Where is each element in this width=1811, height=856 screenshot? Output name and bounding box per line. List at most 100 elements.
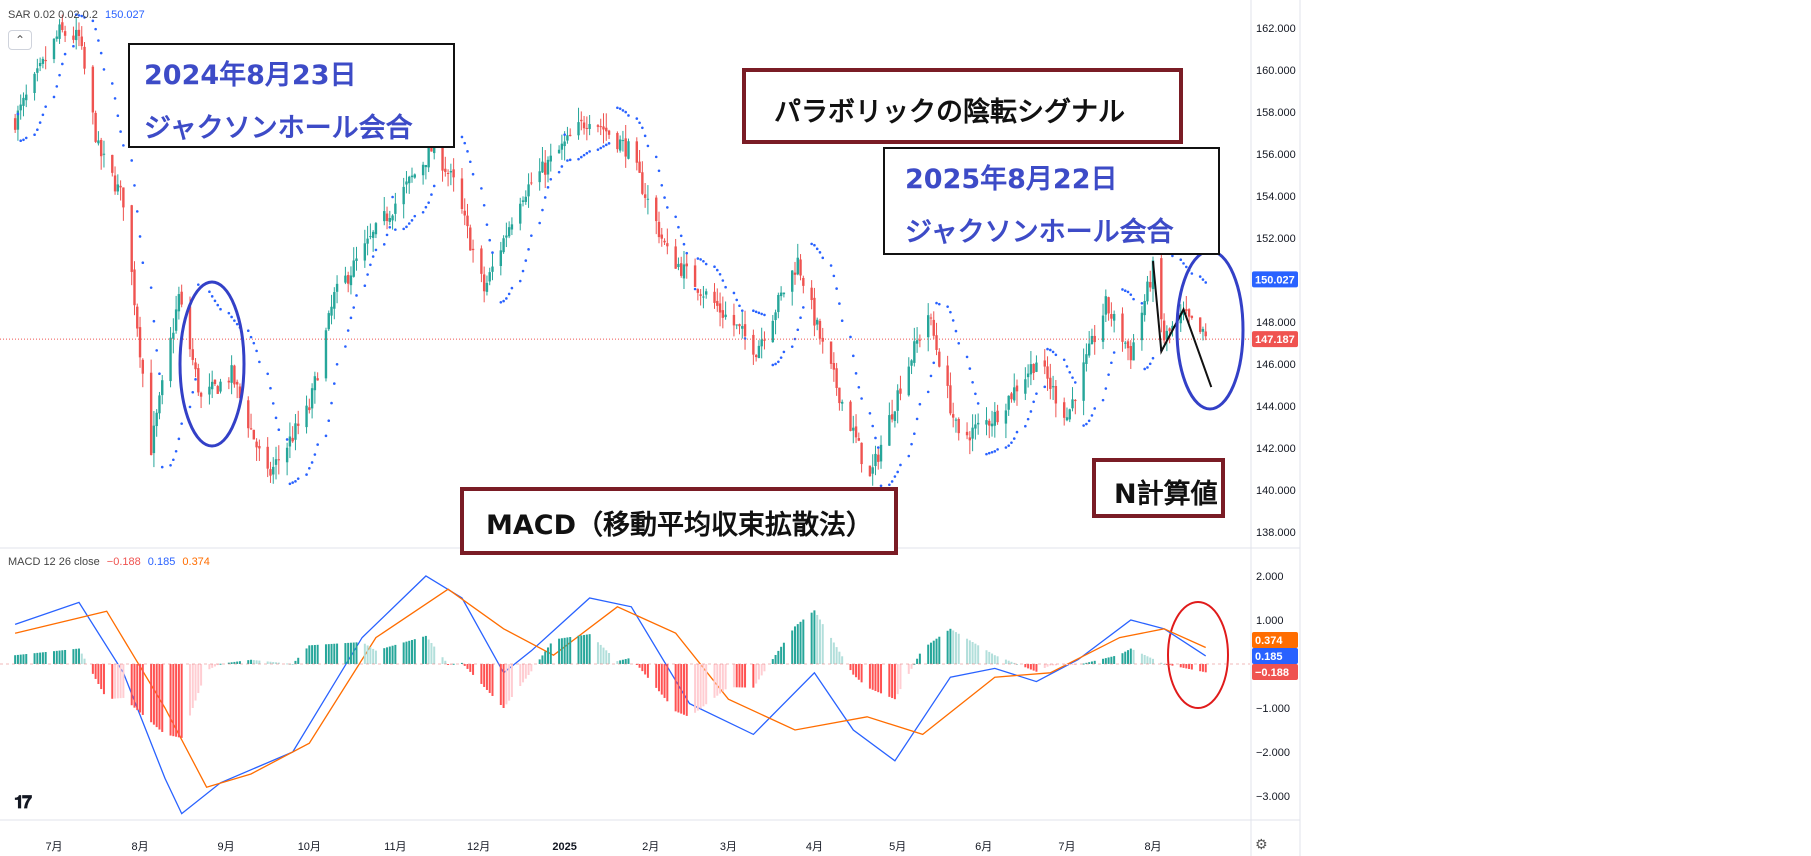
macd-hist-bar [1088, 662, 1091, 664]
macd-axis-tick: −2.000 [1256, 747, 1290, 759]
macd-hist-bar [386, 647, 389, 664]
candle-body [760, 339, 763, 347]
candle-body [288, 436, 292, 447]
candle-body [510, 224, 514, 230]
sar-dot [1054, 353, 1058, 357]
sar-dot [899, 463, 902, 467]
tradingview-logo-icon[interactable]: 𝟏𝟕 [14, 792, 32, 812]
candle-body [427, 146, 430, 168]
sar-dot [779, 356, 783, 359]
macd-hist-bar [413, 639, 416, 664]
macd-hist-bar [524, 664, 527, 679]
sar-dot [430, 193, 433, 196]
sar-dot [585, 151, 589, 155]
candle-body [61, 22, 64, 30]
macd-hist-bar [411, 639, 414, 664]
sar-dot [246, 329, 250, 332]
sar-dot [1029, 410, 1033, 413]
sar-dot [405, 225, 408, 229]
macd-hist-bar [954, 632, 957, 664]
sar-dot [976, 402, 980, 405]
candle-body [810, 287, 813, 301]
sar-dot [935, 301, 938, 305]
macd-hist-bar [1185, 664, 1188, 669]
sar-dot [1182, 262, 1185, 265]
candle-body [774, 312, 777, 321]
sar-dot [252, 341, 256, 345]
sar-dot [424, 205, 428, 209]
macd-hist-bar [744, 664, 747, 688]
sar-dot [913, 432, 916, 436]
sar-dot [1073, 381, 1077, 384]
candle-body [996, 410, 999, 423]
sar-dot [1132, 297, 1135, 301]
sar-dot [713, 265, 716, 269]
macd-hist-bar [25, 654, 28, 664]
sar-dot [194, 378, 197, 381]
candle-body [471, 248, 475, 251]
macd-hist-bar [277, 662, 280, 664]
candle-body [94, 112, 97, 142]
candle-body [693, 265, 697, 287]
sar-dot [213, 299, 217, 303]
sar-dot [1035, 392, 1038, 395]
macd-hist-bar [935, 638, 938, 664]
candle-body [860, 442, 863, 465]
macd-hist-bar [133, 664, 136, 708]
candle-body [191, 349, 194, 360]
candle-body [607, 130, 611, 135]
candle-body [580, 119, 583, 122]
macd-hist-bar [1010, 661, 1013, 664]
macd-hist-bar [130, 664, 133, 706]
macd-hist-bar [1113, 656, 1116, 664]
macd-hist-bar [519, 664, 522, 686]
macd-hist-bar [952, 630, 955, 664]
candle-body [643, 194, 647, 198]
candle-body [1051, 386, 1055, 388]
macd-hist-bar [1129, 648, 1132, 664]
macd-hist-bar [100, 664, 103, 690]
candle-body [646, 198, 650, 200]
sar-dot [946, 305, 949, 308]
sar-dot [1051, 350, 1055, 354]
macd-hist-bar [821, 624, 824, 664]
candle-body [310, 388, 314, 409]
macd-hist-bar [868, 664, 871, 689]
sar-dot [793, 337, 797, 341]
candle-body [344, 275, 347, 283]
candle-body [796, 257, 799, 275]
candle-body [702, 296, 705, 298]
macd-legend-hist: −0.188 [106, 556, 141, 568]
sar-dot [738, 304, 741, 308]
collapse-legend-button[interactable]: ⌃ [8, 30, 32, 50]
macd-hist-bar [141, 664, 144, 715]
sar-dot [499, 301, 503, 304]
macd-hist-bar [136, 664, 139, 711]
candle-body [568, 134, 572, 137]
price-legend: SAR 0.02 0.02 0.2 150.027 [8, 9, 149, 21]
candle-body [507, 227, 511, 237]
sar-dot [233, 319, 236, 322]
sar-dot [305, 473, 308, 476]
sar-dot [996, 448, 999, 451]
macd-hist-bar [344, 643, 347, 664]
macd-hist-bar [139, 664, 142, 713]
candle-body [1187, 309, 1191, 317]
candle-body [505, 235, 508, 238]
sar-dot [954, 329, 958, 333]
sar-dot [951, 319, 955, 322]
sar-dot [1062, 358, 1066, 362]
macd-hist-bar [463, 664, 466, 666]
sar-dot [44, 105, 47, 108]
sar-dot [732, 291, 736, 295]
settings-gear-icon[interactable]: ⚙ [1255, 836, 1268, 852]
candle-body [161, 380, 164, 396]
macd-hist-bar [774, 654, 777, 664]
sar-dot [308, 466, 311, 470]
macd-hist-bar [910, 664, 913, 669]
macd-hist-bar [252, 660, 255, 664]
macd-hist-bar [977, 645, 980, 664]
candle-body [599, 126, 602, 128]
sar-dot [724, 285, 727, 289]
sar-dot [291, 481, 294, 484]
